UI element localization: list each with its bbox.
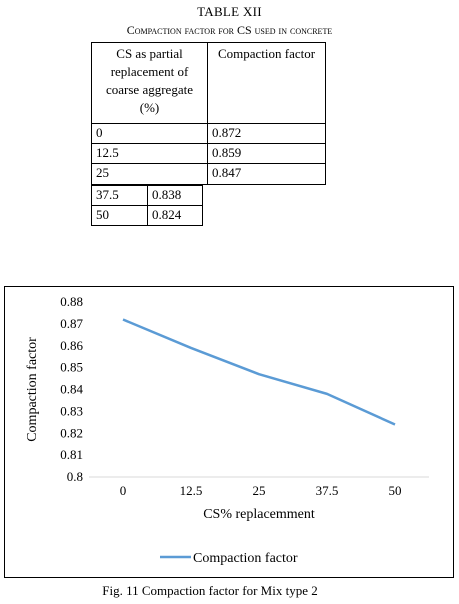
- chart-frame: 0.88 0.87 0.86 0.85 0.84 0.83 0.82 0.81 0.8 0 12.5…: [4, 286, 454, 578]
- y-tick-label: 0.81: [60, 447, 83, 462]
- table-header-compaction-text: Compaction factor: [217, 46, 316, 61]
- x-axis-title: CS% replacemment: [203, 507, 315, 522]
- x-tick-label: 50: [389, 483, 402, 498]
- y-tick-label: 0.8: [67, 469, 83, 484]
- table-row-0-cs: 0: [91, 123, 208, 144]
- line-chart: 0.88 0.87 0.86 0.85 0.84 0.83 0.82 0.81 0.8 0 12.5…: [25, 294, 429, 566]
- x-tick-label: 0: [120, 483, 127, 498]
- x-tick-label: 37.5: [316, 483, 339, 498]
- table-row-4-cs: 50: [91, 205, 148, 226]
- y-tick-label: 0.87: [60, 316, 83, 331]
- y-tick-label: 0.88: [60, 294, 83, 309]
- y-tick-label: 0.84: [60, 382, 83, 397]
- y-tick-label: 0.86: [60, 338, 83, 353]
- table-row-1-cs: 12.5: [91, 143, 208, 164]
- legend-label: Compaction factor: [193, 551, 298, 566]
- series-line: [122, 318, 396, 426]
- x-tick-label: 12.5: [180, 483, 203, 498]
- table-row-4-cf: 0.824: [147, 205, 203, 226]
- y-tick-label: 0.85: [60, 360, 83, 375]
- y-axis-title: Compaction factor: [25, 337, 40, 442]
- y-tick-label: 0.82: [60, 425, 83, 440]
- table-title: TABLE XII: [197, 4, 262, 19]
- table-caption: Compaction factor for CS used in concret…: [126, 23, 333, 37]
- table-header-compaction: Compaction factor: [207, 42, 326, 124]
- table-header-cs-text: CS as partial replacement of coarse aggr…: [106, 46, 193, 115]
- figure-caption: Fig. 11 Compaction factor for Mix type 2: [102, 583, 318, 598]
- table-row-2-cs: 25: [91, 163, 208, 185]
- table-row-3-cs: 37.5: [91, 185, 148, 206]
- table-row-0-cf: 0.872: [207, 123, 326, 144]
- table-row-2-cf: 0.847: [207, 163, 326, 185]
- x-tick-label: 25: [253, 483, 266, 498]
- table-row-3-cf: 0.838: [147, 185, 203, 206]
- table-header-cs: CS as partial replacement of coarse aggr…: [91, 42, 208, 124]
- y-tick-label: 0.83: [60, 403, 83, 418]
- table-row-1-cf: 0.859: [207, 143, 326, 164]
